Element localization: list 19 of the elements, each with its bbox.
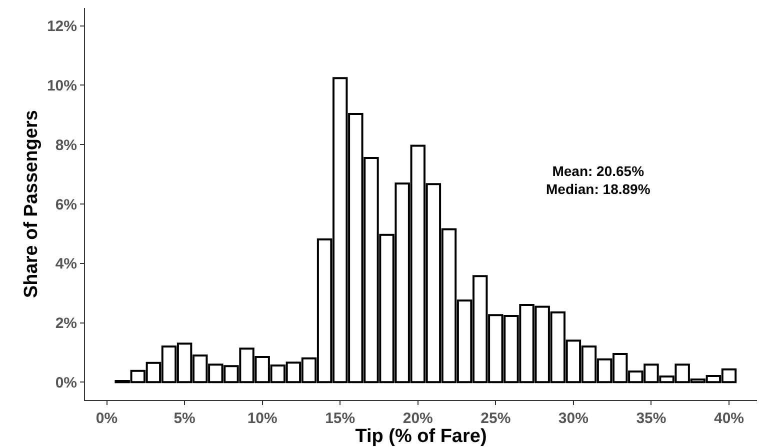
y-tick-label: 8%	[55, 136, 77, 154]
y-tick-label: 12%	[46, 18, 77, 36]
x-tick-label: 25%	[480, 410, 511, 427]
x-tick-label: 5%	[174, 410, 196, 427]
x-tick-label: 20%	[402, 410, 433, 427]
x-tick-label: 40%	[714, 410, 744, 427]
x-tick-label: 0%	[96, 410, 118, 427]
y-axis-title: Share of Passengers	[20, 110, 42, 298]
x-tick-label: 10%	[247, 410, 278, 427]
x-axis-title: Tip (% of Fare)	[355, 426, 487, 447]
y-tick-label: 6%	[55, 196, 77, 214]
x-tick-label: 35%	[636, 410, 666, 427]
y-tick-label: 10%	[46, 77, 77, 94]
x-tick-label: 30%	[558, 410, 588, 427]
x-tick-label: 15%	[325, 410, 356, 427]
annotation: Mean: 20.65% Median: 18.89%	[546, 163, 651, 198]
y-tick-label: 0%	[55, 374, 77, 392]
y-tick-label: 4%	[55, 256, 77, 273]
y-tick-label: 2%	[55, 315, 77, 332]
